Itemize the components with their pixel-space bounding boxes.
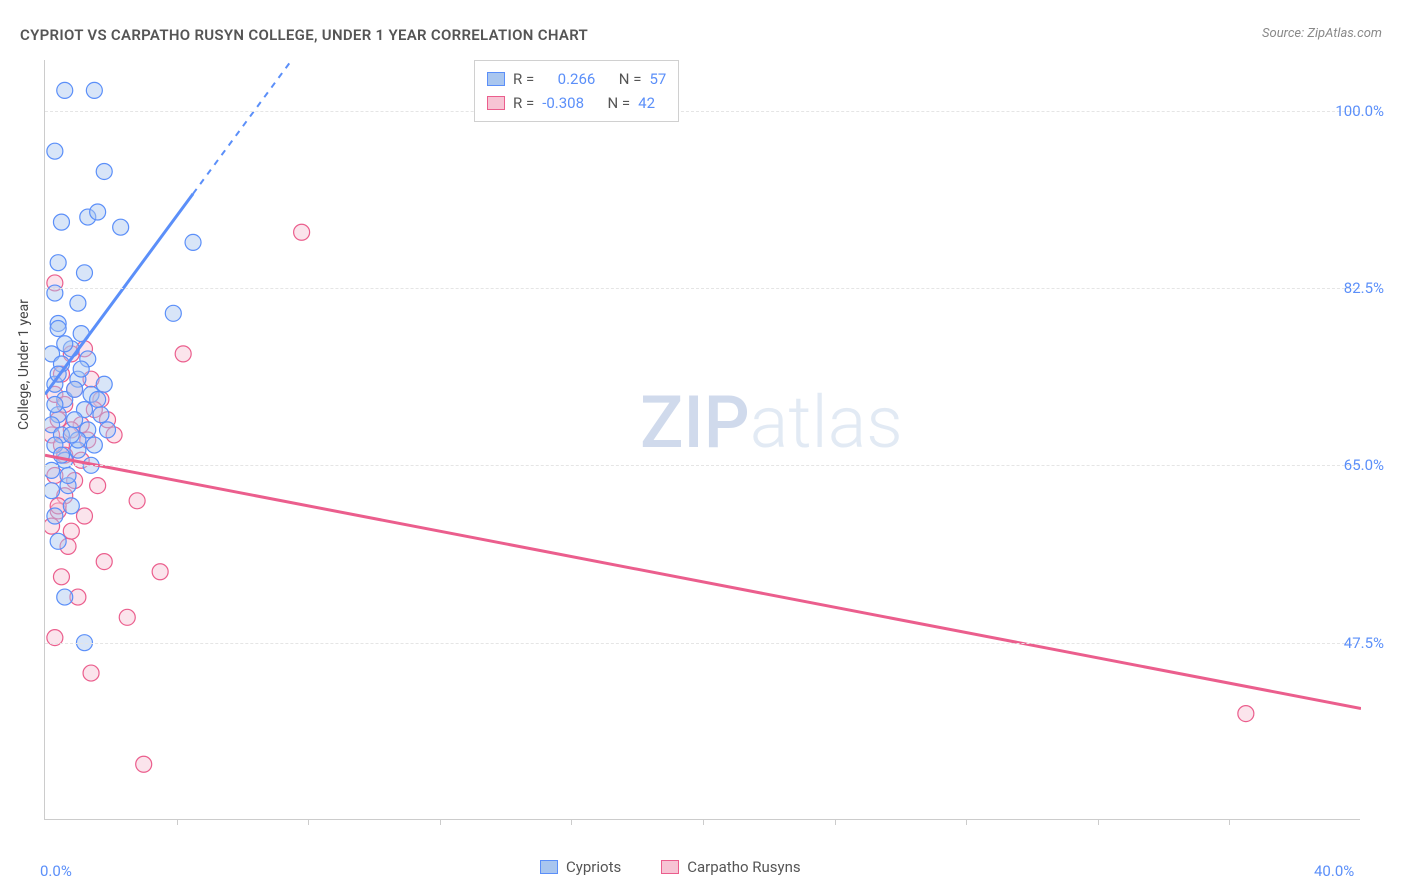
x-tick-label: 40.0% bbox=[1314, 862, 1354, 880]
y-axis-label: College, Under 1 year bbox=[16, 299, 32, 430]
legend-item-carpatho: Carpatho Rusyns bbox=[661, 858, 800, 876]
legend-r-value-carpatho: -0.308 bbox=[542, 91, 584, 115]
legend-label-cypriots: Cypriots bbox=[566, 858, 621, 876]
swatch-carpatho-icon bbox=[487, 96, 505, 110]
chart-plot-area bbox=[44, 60, 1360, 820]
swatch-cypriots-icon bbox=[487, 72, 505, 86]
x-tick-mark bbox=[703, 819, 704, 825]
gridline-horizontal bbox=[45, 111, 1360, 112]
legend-r-label: R = bbox=[513, 67, 534, 91]
legend-row-cypriots: R = 0.266 N = 57 bbox=[487, 67, 666, 91]
series-legend: Cypriots Carpatho Rusyns bbox=[540, 858, 801, 876]
scatter-svg bbox=[45, 60, 1361, 820]
gridline-horizontal bbox=[45, 643, 1360, 644]
chart-title: CYPRIOT VS CARPATHO RUSYN COLLEGE, UNDER… bbox=[20, 26, 588, 44]
x-tick-mark bbox=[966, 819, 967, 825]
legend-n-label: N = bbox=[619, 67, 642, 91]
legend-r-label2: R = bbox=[513, 91, 534, 115]
swatch-carpatho-bottom-icon bbox=[661, 860, 679, 874]
correlation-legend: R = 0.266 N = 57 R = -0.308 N = 42 bbox=[474, 60, 679, 122]
x-tick-mark bbox=[308, 819, 309, 825]
x-tick-label: 0.0% bbox=[40, 862, 72, 880]
legend-item-cypriots: Cypriots bbox=[540, 858, 621, 876]
x-tick-mark bbox=[571, 819, 572, 825]
x-tick-mark bbox=[835, 819, 836, 825]
legend-label-carpatho: Carpatho Rusyns bbox=[687, 858, 800, 876]
gridline-horizontal bbox=[45, 465, 1360, 466]
y-tick-label: 47.5% bbox=[1344, 634, 1384, 652]
x-tick-mark bbox=[177, 819, 178, 825]
legend-n-label2: N = bbox=[607, 91, 630, 115]
y-tick-label: 100.0% bbox=[1335, 102, 1384, 120]
legend-n-value-carpatho: 42 bbox=[638, 91, 655, 115]
y-tick-label: 65.0% bbox=[1344, 456, 1384, 474]
x-tick-mark bbox=[1098, 819, 1099, 825]
legend-row-carpatho: R = -0.308 N = 42 bbox=[487, 91, 666, 115]
y-tick-label: 82.5% bbox=[1344, 279, 1384, 297]
legend-r-value-cypriots: 0.266 bbox=[558, 67, 596, 91]
x-tick-mark bbox=[440, 819, 441, 825]
x-tick-mark bbox=[1229, 819, 1230, 825]
gridline-horizontal bbox=[45, 288, 1360, 289]
source-citation: Source: ZipAtlas.com bbox=[1262, 26, 1382, 41]
legend-n-value-cypriots: 57 bbox=[649, 67, 666, 91]
swatch-cypriots-bottom-icon bbox=[540, 860, 558, 874]
